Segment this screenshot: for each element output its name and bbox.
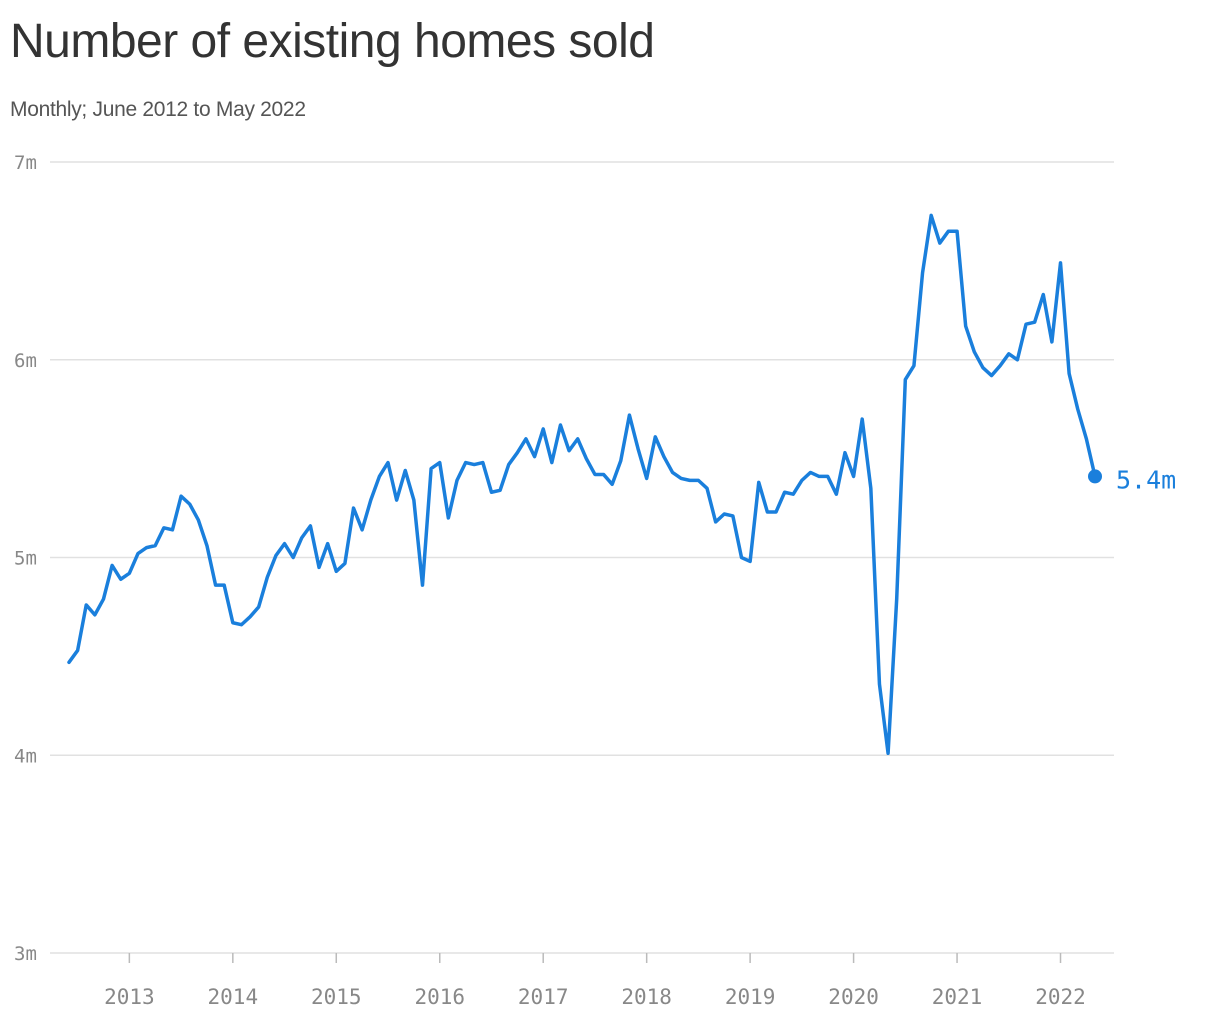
x-tick-label: 2019 [725,985,776,1009]
x-tick-label: 2018 [621,985,672,1009]
y-tick-label: 3m [14,943,37,965]
x-tick-label: 2015 [311,985,362,1009]
y-tick-label: 4m [14,745,37,767]
series-line [67,213,1097,756]
y-tick-label: 5m [14,548,37,570]
y-tick-label: 6m [14,350,37,372]
end-point-marker [1088,469,1102,484]
end-point-label: 5.4m [1116,465,1176,494]
x-tick-label: 2013 [104,985,155,1009]
gridlines [50,161,1114,954]
chart-subtitle: Monthly; June 2012 to May 2022 [10,98,306,121]
chart-title: Number of existing homes sold [10,15,655,68]
y-tick-label: 7m [14,152,37,174]
x-tick-label: 2021 [932,985,983,1009]
x-axis-ticks: 2013 2014 2015 2016 2017 2018 2019 2020 2021 2022 [104,953,1086,1009]
x-tick-label: 2020 [828,985,879,1009]
x-tick-label: 2022 [1035,985,1086,1009]
x-tick-label: 2016 [414,985,465,1009]
y-axis-ticks: 3m 4m 5m 6m 7m [14,152,37,965]
x-tick-label: 2014 [208,985,259,1009]
x-tick-label: 2017 [518,985,569,1009]
